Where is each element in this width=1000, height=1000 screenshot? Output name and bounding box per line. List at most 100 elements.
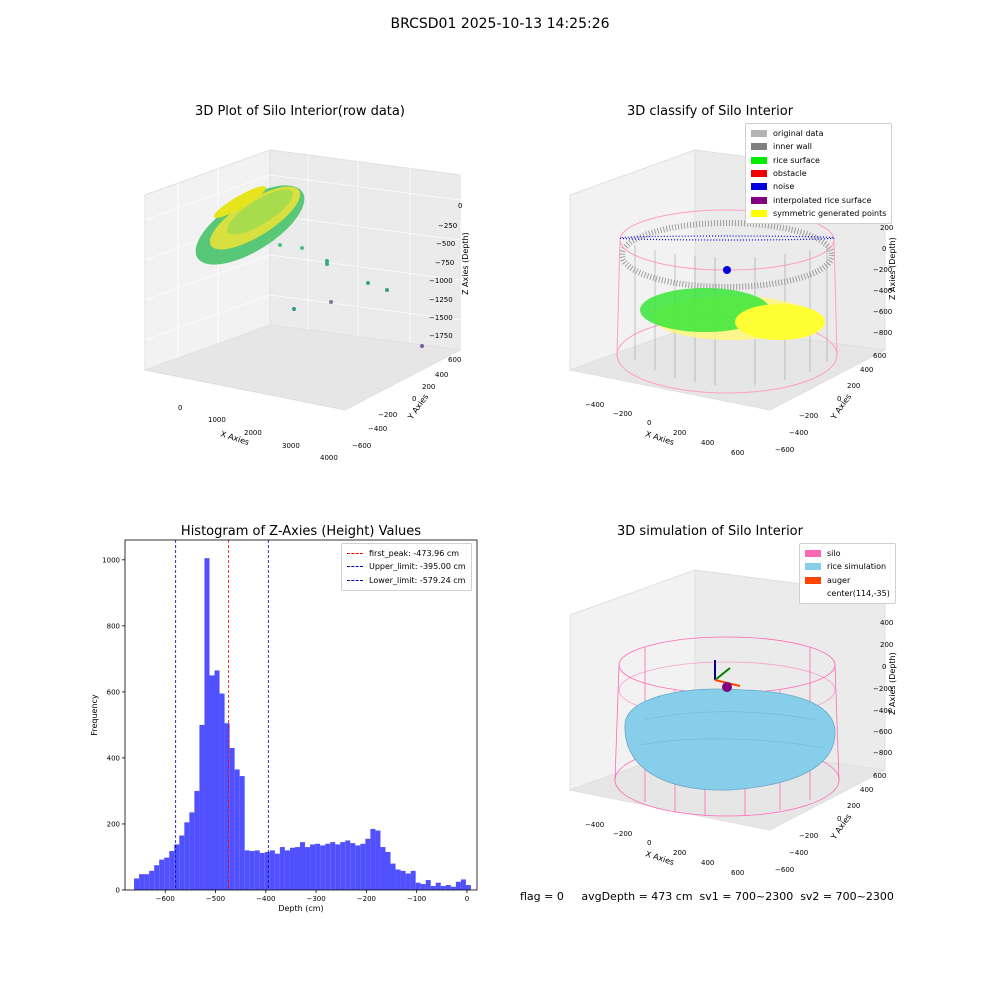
plot1-3d-axes: 0 1000 2000 3000 4000 X Axies 600 400 20… [143, 149, 470, 462]
histogram-bar [144, 874, 150, 890]
histogram-bar [380, 847, 386, 890]
x-tick-label: −500 [206, 895, 225, 903]
plot2-z-tick: −800 [873, 329, 892, 337]
legend-swatch [751, 130, 767, 138]
plot2-legend: original data inner wall rice surface ob… [745, 123, 893, 225]
plot2-silo-cylinder [616, 209, 838, 394]
plot4-auger-marker [714, 660, 741, 692]
plot1-x-tick: 2000 [244, 429, 262, 437]
histogram-bar [164, 857, 170, 890]
plot1-y-ticks: 600 400 200 0 −200 −400 −600 [352, 356, 461, 450]
histogram-bar [149, 870, 155, 890]
histogram-bar [370, 828, 376, 890]
legend-label: auger [827, 575, 851, 585]
plot1-y-tick: −400 [368, 425, 387, 433]
histogram-bar [159, 859, 165, 890]
histogram-bar [294, 847, 300, 890]
histogram-bar [214, 670, 220, 890]
histogram-chart: −600 −500 −400 −300 −200 −100 0 0 200 400 600 800 10… [90, 539, 478, 913]
plot1-z-tick: −500 [436, 240, 455, 248]
histogram-bar [400, 870, 406, 890]
legend-label: center(114,-35) [827, 589, 890, 599]
histogram-bar [455, 881, 461, 890]
histogram-bar [174, 844, 180, 890]
x-tick-label: 0 [465, 895, 469, 903]
histogram-bar [395, 869, 401, 890]
histogram-bar [375, 830, 381, 890]
histogram-bar [229, 748, 235, 890]
legend-item: noise [751, 180, 886, 193]
plot1-x-tick: 4000 [320, 454, 338, 462]
histogram-bar [325, 843, 331, 890]
plot1-y-label: Y Axies [406, 392, 431, 422]
histogram-bar [154, 865, 160, 890]
plot4-x-tick: 600 [731, 869, 744, 877]
plot1-title: 3D Plot of Silo Interior(row data) [195, 104, 405, 119]
plot4-x-ticks: −400 −200 0 200 400 600 [585, 821, 744, 877]
plot2-x-tick: 600 [731, 449, 744, 457]
plot2-x-tick: 0 [647, 419, 651, 427]
plot2-z-ticks: 200 0 −200 −400 −600 −800 [873, 224, 893, 337]
legend-swatch [805, 576, 821, 584]
histogram-bar [299, 842, 306, 890]
plot2-y-tick: −600 [775, 446, 794, 454]
plot1-y-tick: 600 [448, 356, 461, 364]
histogram-bar [425, 880, 431, 890]
plot4-y-tick: 400 [860, 786, 873, 794]
histogram-bar [224, 723, 230, 890]
histogram-bar [289, 847, 295, 890]
plot2-x-tick: −400 [585, 401, 604, 409]
histogram-bar [445, 885, 451, 890]
histogram-title: Histogram of Z-Axies (Height) Values [180, 524, 422, 539]
plot4-y-tick: −600 [775, 866, 794, 874]
plot2-z-tick: −600 [873, 308, 892, 316]
x-tick-label: −300 [306, 895, 325, 903]
legend-label: Lower_limit: -579.24 cm [369, 575, 466, 585]
histogram-bar [209, 675, 215, 890]
plot1-x-tick: 1000 [208, 416, 226, 424]
plot1-y-tick: −600 [352, 442, 371, 450]
histogram-bar [219, 693, 225, 890]
plot1-x-ticks: 0 1000 2000 3000 4000 [178, 404, 338, 462]
plot4-y-tick: −400 [789, 849, 808, 857]
plot4-y-tick: 0 [837, 815, 841, 823]
plot4-z-tick: 400 [880, 619, 893, 627]
histogram-bar [390, 863, 396, 890]
histogram-x-label: Depth (cm) [278, 904, 323, 913]
legend-item: rice surface [751, 154, 886, 167]
legend-line [347, 566, 363, 568]
legend-swatch [751, 143, 767, 151]
histogram-bar [204, 558, 210, 890]
histogram-bar [254, 850, 260, 890]
plot4-z-tick: −200 [873, 685, 892, 693]
plot4-z-tick: 0 [882, 663, 886, 671]
plot4-x-tick: −200 [613, 830, 632, 838]
histogram-bar [355, 845, 361, 890]
histogram-bar [385, 852, 391, 890]
plot1-z-tick: −250 [438, 222, 457, 230]
plot1-z-tick: −1500 [429, 314, 453, 322]
legend-label: obstacle [773, 169, 807, 179]
plot4-x-tick: 200 [673, 849, 686, 857]
histogram-bar [420, 884, 426, 890]
histogram-bar [169, 851, 175, 890]
plot1-x-tick: 0 [178, 404, 182, 412]
plot2-surface-points [619, 235, 835, 340]
histogram-bar [279, 847, 285, 890]
plot2-y-tick: −400 [789, 429, 808, 437]
histogram-bar [184, 822, 190, 890]
plot2-y-tick: 200 [847, 382, 860, 390]
histogram-bar [310, 844, 316, 890]
legend-item: silo [805, 547, 890, 560]
plot4-title: 3D simulation of Silo Interior [617, 524, 803, 539]
plot1-z-tick: −750 [435, 259, 454, 267]
plot4-y-tick: 200 [847, 802, 860, 810]
legend-item: first_peak: -473.96 cm [347, 547, 466, 560]
plot1-z-ticks: 0 −250 −500 −750 −1000 −1250 −1500 −1750 [429, 202, 462, 340]
legend-item: auger [805, 574, 890, 587]
y-tick-label: 800 [107, 622, 120, 630]
histogram-bar [259, 853, 265, 890]
histogram-bar [239, 776, 245, 890]
histogram-legend: first_peak: -473.96 cm Upper_limit: -395… [341, 543, 472, 591]
histogram-bar [315, 843, 321, 890]
